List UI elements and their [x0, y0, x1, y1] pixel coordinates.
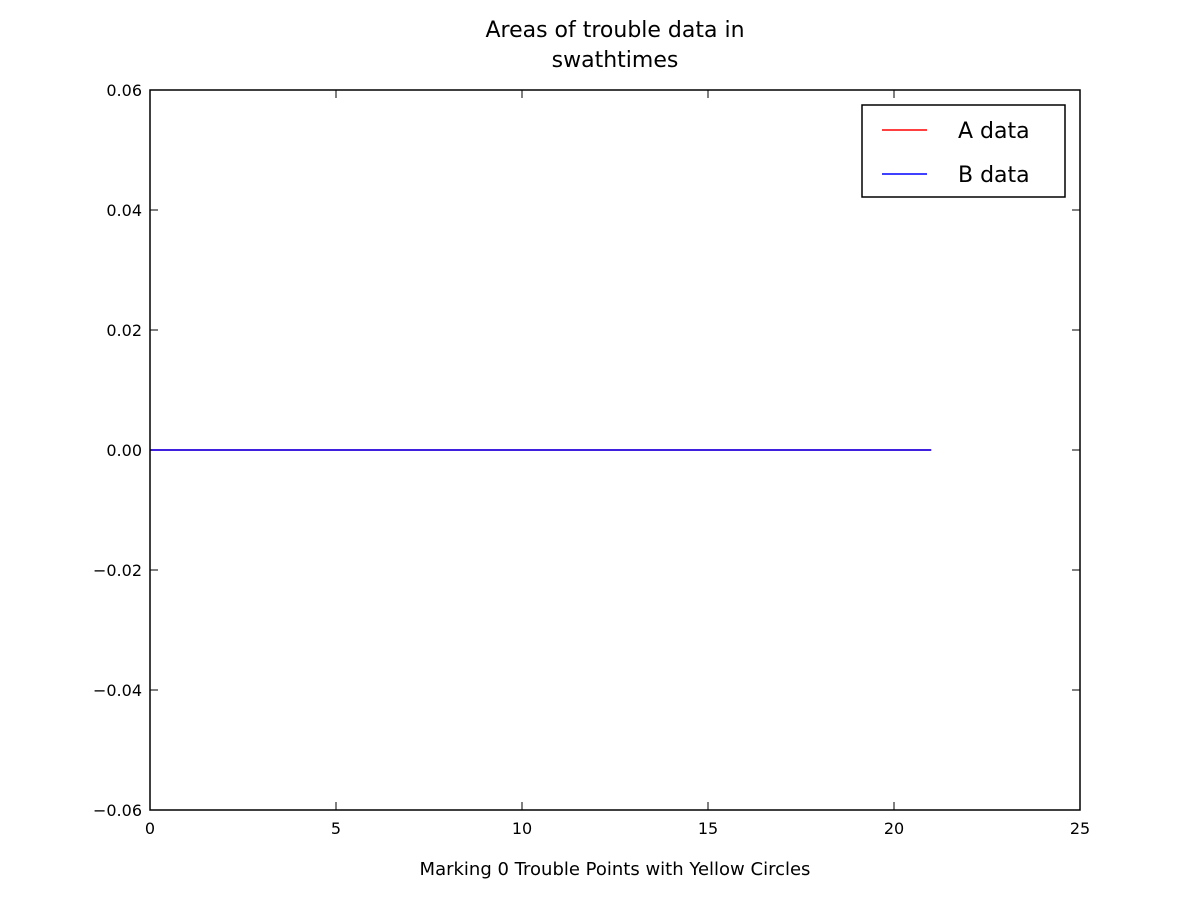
y-tick-label: 0.04: [106, 201, 142, 220]
y-tick-label: 0.00: [106, 441, 142, 460]
y-tick-label: −0.04: [93, 681, 142, 700]
legend-label: B data: [958, 163, 1030, 188]
chart-title: Areas of trouble data in swathtimes: [485, 18, 745, 73]
y-tick-label: −0.02: [93, 561, 142, 580]
x-tick-label: 15: [698, 819, 718, 838]
y-tick-label: −0.06: [93, 801, 142, 820]
x-tick-label: 5: [331, 819, 341, 838]
plot-frame: [149, 89, 1081, 811]
x-tick-label: 25: [1070, 819, 1090, 838]
y-tick-label: 0.02: [106, 321, 142, 340]
x-tick-label: 0: [145, 819, 155, 838]
legend-box: [861, 104, 1066, 198]
x-tick-label: 10: [512, 819, 532, 838]
y-tick-label: 0.06: [106, 81, 142, 100]
x-tick-label: 20: [884, 819, 904, 838]
legend-label: A data: [958, 119, 1030, 144]
x-axis-label: Marking 0 Trouble Points with Yellow Cir…: [420, 859, 811, 880]
